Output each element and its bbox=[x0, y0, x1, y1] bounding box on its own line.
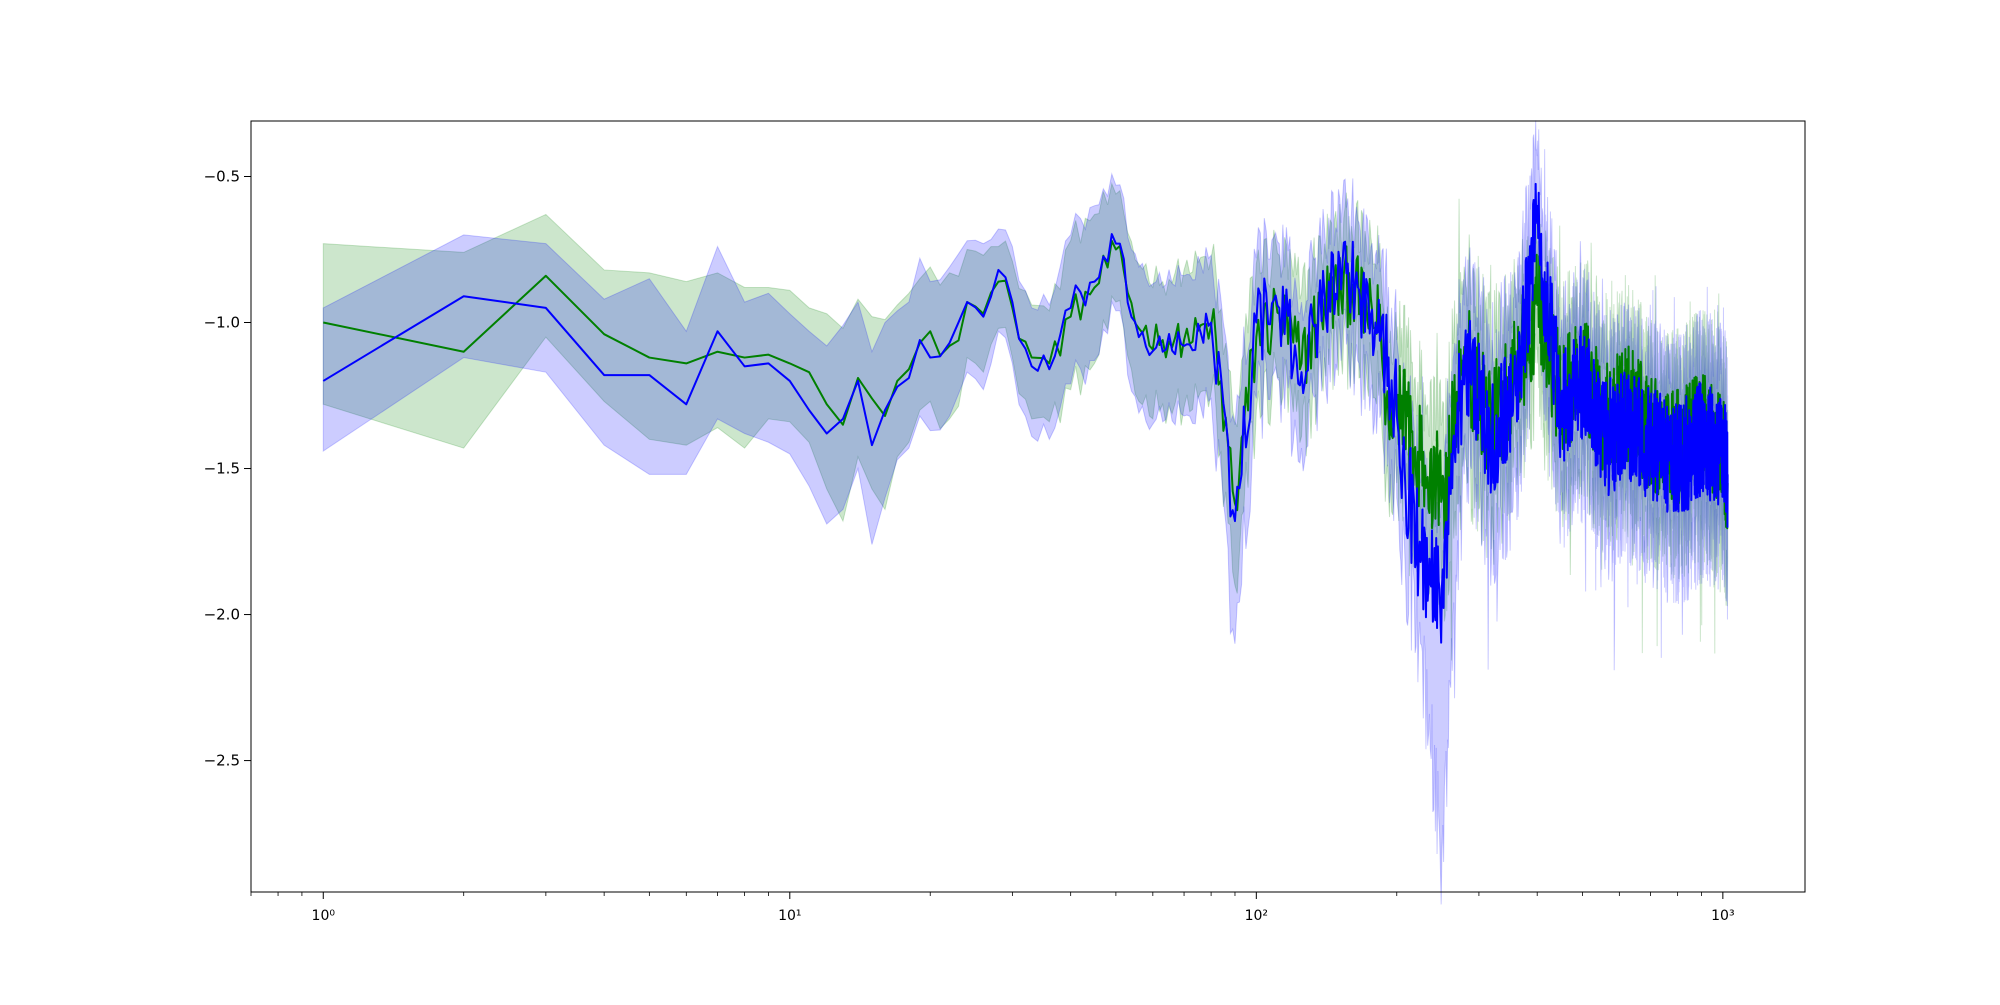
x-tick-label: 10³ bbox=[1711, 908, 1734, 924]
x-tick-label: 10¹ bbox=[778, 908, 801, 924]
y-axis: −0.5 −1.0 −1.5 −2.0 −2.5 bbox=[204, 167, 251, 770]
confidence-bands bbox=[322, 120, 1729, 905]
y-tick-label: −1.0 bbox=[204, 314, 240, 332]
x-axis: 10⁰ 10¹ 10² 10³ bbox=[250, 892, 1735, 924]
x-tick-label: 10⁰ bbox=[312, 908, 336, 924]
y-tick-label: −2.0 bbox=[204, 606, 240, 624]
y-tick-label: −1.5 bbox=[204, 460, 240, 478]
plot-frame bbox=[250, 120, 1806, 893]
x-tick-label: 10² bbox=[1245, 908, 1268, 924]
series-lines bbox=[322, 182, 1729, 644]
y-tick-label: −2.5 bbox=[204, 752, 240, 770]
y-tick-label: −0.5 bbox=[204, 167, 240, 185]
series-2-line bbox=[322, 182, 1729, 644]
